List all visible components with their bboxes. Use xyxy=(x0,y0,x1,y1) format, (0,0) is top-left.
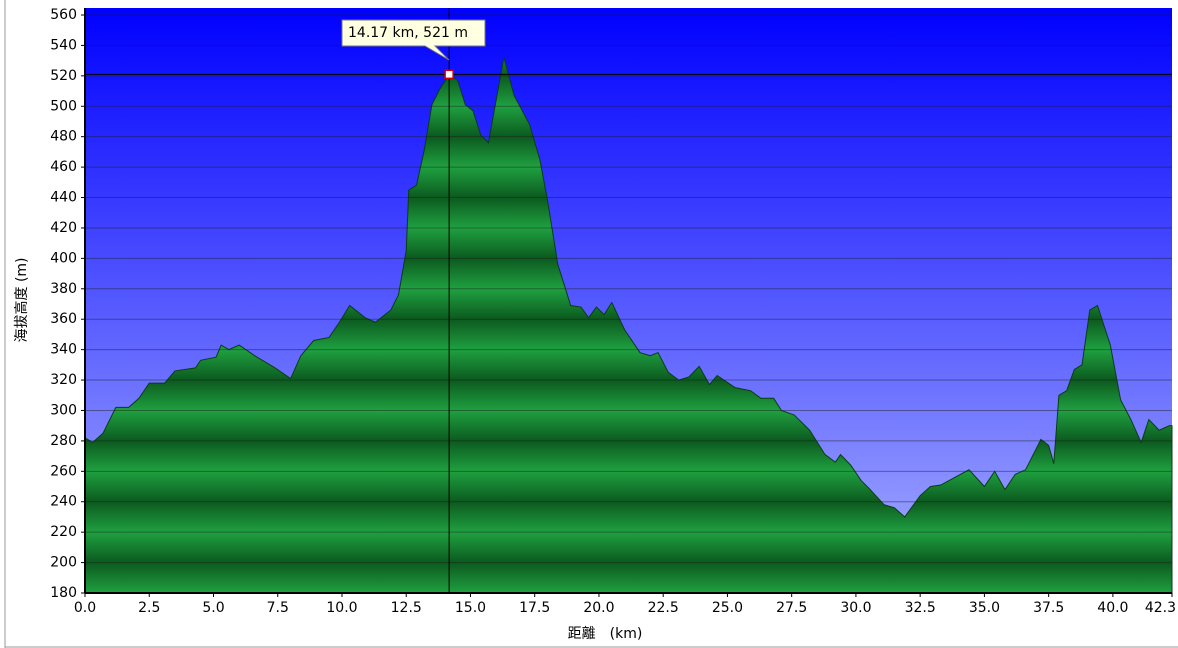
y-tick-label: 420 xyxy=(50,220,77,236)
x-tick-label: 15.0 xyxy=(455,600,486,616)
x-tick-label: 2.5 xyxy=(138,600,160,616)
y-tick-label: 220 xyxy=(50,524,77,540)
x-tick-label: 37.5 xyxy=(1033,600,1064,616)
y-tick-label: 320 xyxy=(50,372,77,388)
y-tick-label: 200 xyxy=(50,555,77,571)
x-axis-label: 距離 (km) xyxy=(568,625,643,642)
elevation-area xyxy=(84,57,1173,594)
x-tick-label: 22.5 xyxy=(648,600,679,616)
x-tick-label: 35.0 xyxy=(969,600,1000,616)
y-tick-label: 400 xyxy=(50,250,77,266)
x-tick-label: 27.5 xyxy=(776,600,807,616)
y-tick-label: 300 xyxy=(50,402,77,418)
x-tick-label: 5.0 xyxy=(202,600,224,616)
y-tick-label: 520 xyxy=(50,68,77,84)
x-tick-label: 17.5 xyxy=(519,600,550,616)
tooltip-text: 14.17 km, 521 m xyxy=(348,25,468,41)
y-tick-label: 460 xyxy=(50,159,77,175)
x-tick-label: 0.0 xyxy=(74,600,96,616)
tooltip: 14.17 km, 521 m xyxy=(341,19,486,61)
y-axis-label: 海拔高度 (m) xyxy=(13,257,30,342)
y-tick-label: 540 xyxy=(50,37,77,53)
x-tick-label: 32.5 xyxy=(905,600,936,616)
x-tick-label: 40.0 xyxy=(1097,600,1128,616)
x-tick-label: 30.0 xyxy=(840,600,871,616)
x-tick-label: 42.3 xyxy=(1145,600,1176,616)
y-tick-label: 560 xyxy=(50,7,77,23)
x-tick-label: 12.5 xyxy=(391,600,422,616)
x-tick-label: 25.0 xyxy=(712,600,743,616)
y-tick-label: 380 xyxy=(50,281,77,297)
x-tick-label: 7.5 xyxy=(267,600,289,616)
y-tick-label: 500 xyxy=(50,98,77,114)
tooltip-box xyxy=(341,19,486,61)
x-tick-label: 20.0 xyxy=(583,600,614,616)
y-tick-label: 360 xyxy=(50,311,77,327)
y-tick-label: 440 xyxy=(50,190,77,206)
y-tick-label: 340 xyxy=(50,342,77,358)
y-tick-label: 260 xyxy=(50,463,77,479)
y-tick-label: 280 xyxy=(50,433,77,449)
y-tick-label: 480 xyxy=(50,129,77,145)
y-tick-label: 240 xyxy=(50,494,77,510)
y-tick-label: 180 xyxy=(50,585,77,601)
x-tick-label: 10.0 xyxy=(326,600,357,616)
cursor-point xyxy=(444,69,454,80)
